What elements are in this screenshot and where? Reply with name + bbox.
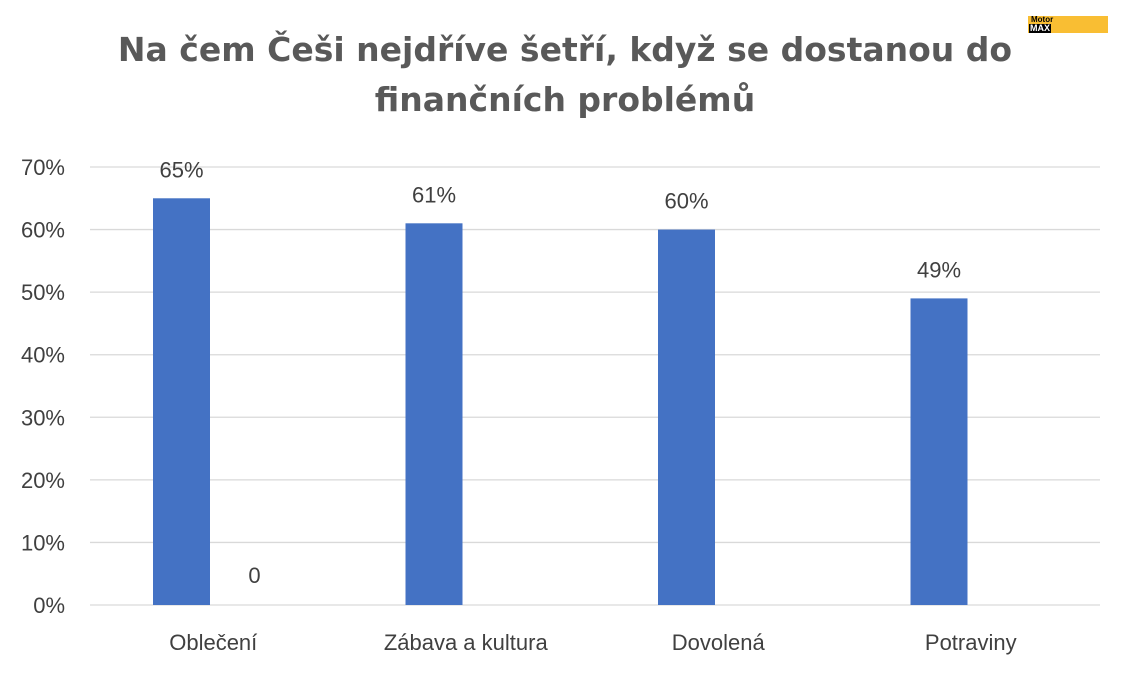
data-label: 65% [159, 157, 203, 182]
data-label: 49% [917, 257, 961, 282]
x-tick-label: Oblečení [169, 630, 257, 655]
bar [153, 198, 210, 606]
bar [910, 298, 968, 605]
chart-title: Na čem Češi nejdříve šetří, když se dost… [117, 30, 1013, 119]
data-label: 61% [412, 182, 456, 207]
bar [405, 223, 463, 606]
y-tick-label: 60% [21, 218, 65, 243]
motormax-logo: Motor MAX [1028, 16, 1108, 33]
y-tick-label: 10% [21, 530, 65, 555]
data-label: 0 [248, 563, 260, 588]
y-tick-label: 0% [33, 593, 65, 618]
y-tick-label: 40% [21, 343, 65, 368]
logo-line1: Motor [1031, 15, 1054, 24]
logo-line2: MAX [1029, 23, 1051, 33]
y-tick-label: 20% [21, 468, 65, 493]
x-tick-label: Dovolená [672, 630, 766, 655]
y-tick-label: 70% [21, 155, 65, 180]
y-tick-label: 30% [21, 405, 65, 430]
x-tick-label: Zábava a kultura [384, 630, 549, 655]
y-tick-label: 50% [21, 280, 65, 305]
bar [658, 229, 715, 606]
x-tick-label: Potraviny [925, 630, 1017, 655]
data-label: 60% [664, 189, 708, 214]
